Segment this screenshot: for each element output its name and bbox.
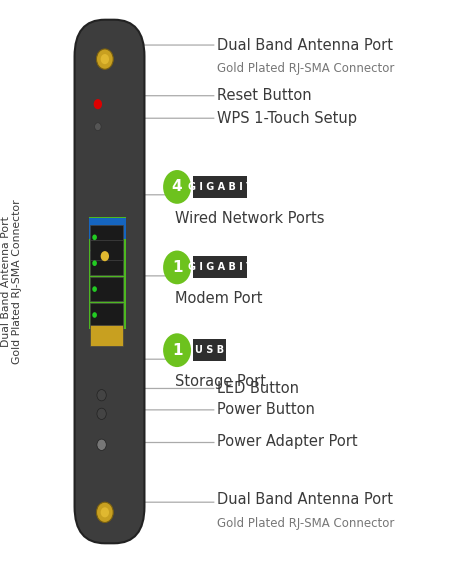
FancyBboxPatch shape [90, 303, 123, 327]
Text: Wired Network Ports: Wired Network Ports [175, 211, 324, 226]
Circle shape [101, 507, 109, 517]
FancyBboxPatch shape [193, 176, 247, 198]
Text: 1: 1 [172, 260, 182, 275]
Circle shape [92, 234, 97, 240]
Text: 1: 1 [172, 343, 182, 358]
FancyBboxPatch shape [90, 251, 123, 275]
Circle shape [94, 99, 102, 109]
Circle shape [92, 286, 97, 292]
Text: LED Button: LED Button [217, 381, 299, 396]
Circle shape [97, 390, 106, 401]
Text: Modem Port: Modem Port [175, 291, 262, 306]
FancyBboxPatch shape [75, 20, 144, 543]
Text: Reset Button: Reset Button [217, 88, 311, 103]
Circle shape [163, 251, 191, 284]
Circle shape [163, 170, 191, 204]
FancyBboxPatch shape [90, 225, 123, 249]
FancyBboxPatch shape [89, 218, 126, 239]
FancyBboxPatch shape [193, 339, 226, 361]
Text: Power Button: Power Button [217, 403, 315, 417]
Text: Gold Plated RJ-SMA Connector: Gold Plated RJ-SMA Connector [217, 62, 394, 75]
Circle shape [92, 312, 97, 318]
Circle shape [97, 408, 106, 419]
Circle shape [97, 439, 106, 450]
FancyBboxPatch shape [89, 217, 126, 329]
Text: Gold Plated RJ-SMA Connector: Gold Plated RJ-SMA Connector [217, 517, 394, 530]
Text: Dual Band Antenna Port
Gold Plated RJ-SMA Connector: Dual Band Antenna Port Gold Plated RJ-SM… [1, 199, 22, 364]
Text: U S B: U S B [195, 345, 224, 355]
Text: WPS 1-Touch Setup: WPS 1-Touch Setup [217, 111, 356, 126]
Text: Dual Band Antenna Port: Dual Band Antenna Port [217, 38, 393, 52]
Circle shape [96, 502, 113, 522]
Circle shape [101, 251, 109, 261]
Text: G I G A B I T: G I G A B I T [188, 262, 253, 272]
FancyBboxPatch shape [90, 277, 123, 301]
Circle shape [95, 123, 101, 131]
Text: Storage Port: Storage Port [175, 374, 266, 389]
Text: Dual Band Antenna Port: Dual Band Antenna Port [217, 493, 393, 507]
FancyBboxPatch shape [193, 256, 247, 278]
Circle shape [96, 246, 113, 266]
FancyBboxPatch shape [90, 325, 123, 346]
FancyBboxPatch shape [90, 240, 123, 260]
Circle shape [163, 333, 191, 367]
Text: 4: 4 [172, 180, 182, 194]
Circle shape [96, 49, 113, 69]
Text: G I G A B I T: G I G A B I T [188, 182, 253, 192]
Circle shape [92, 260, 97, 266]
Text: Power Adapter Port: Power Adapter Port [217, 435, 357, 449]
Circle shape [101, 54, 109, 64]
